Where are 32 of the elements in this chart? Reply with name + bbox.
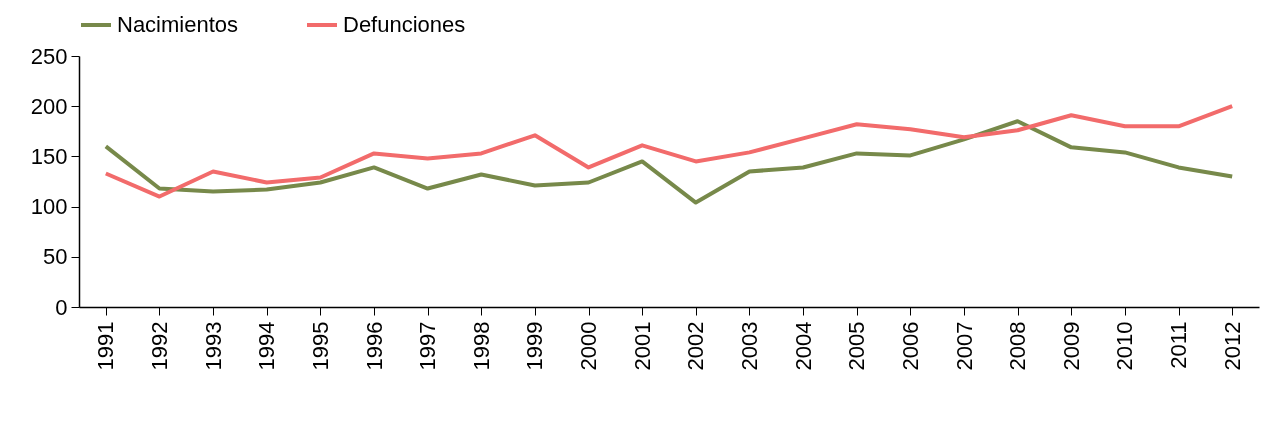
x-tick-label: 2002	[683, 321, 709, 371]
x-tick-label: 1997	[415, 321, 441, 371]
x-tick-label: 2006	[897, 321, 923, 371]
x-tick-label: 1992	[146, 321, 172, 371]
legend-label: Defunciones	[343, 12, 466, 37]
y-tick-label: 200	[30, 93, 68, 119]
y-tick-label: 250	[30, 43, 68, 69]
legend-label: Nacimientos	[117, 12, 239, 37]
x-tick-label: 2001	[629, 321, 655, 371]
x-tick-label: 2010	[1112, 321, 1138, 371]
x-tick-label: 2003	[736, 321, 762, 371]
line-series	[103, 119, 1235, 205]
x-tick-label: 2004	[790, 321, 816, 371]
x-tick-label: 2011	[1166, 321, 1192, 369]
x-tick-label: 2007	[951, 321, 977, 371]
x-tick-label: 2005	[844, 321, 870, 371]
x-tick-label: 2000	[576, 321, 602, 371]
y-tick-label: 50	[43, 244, 68, 270]
x-tick-label: 1998	[468, 321, 494, 371]
y-tick-label: 100	[30, 194, 68, 220]
x-tick-label: 2008	[1005, 321, 1031, 371]
x-tick-label: 1994	[254, 321, 280, 371]
x-tick-label: 2012	[1219, 321, 1245, 371]
y-tick-label: 150	[30, 143, 68, 169]
x-tick-label: 1993	[200, 321, 226, 371]
x-tick-label: 2009	[1058, 321, 1084, 371]
line-series	[103, 104, 1235, 199]
x-tick-label: 1999	[522, 321, 548, 371]
y-tick-label: 0	[55, 294, 68, 320]
x-tick-label: 1991	[93, 321, 119, 371]
x-tick-label: 1996	[361, 321, 387, 371]
x-tick-label: 1995	[307, 321, 333, 371]
